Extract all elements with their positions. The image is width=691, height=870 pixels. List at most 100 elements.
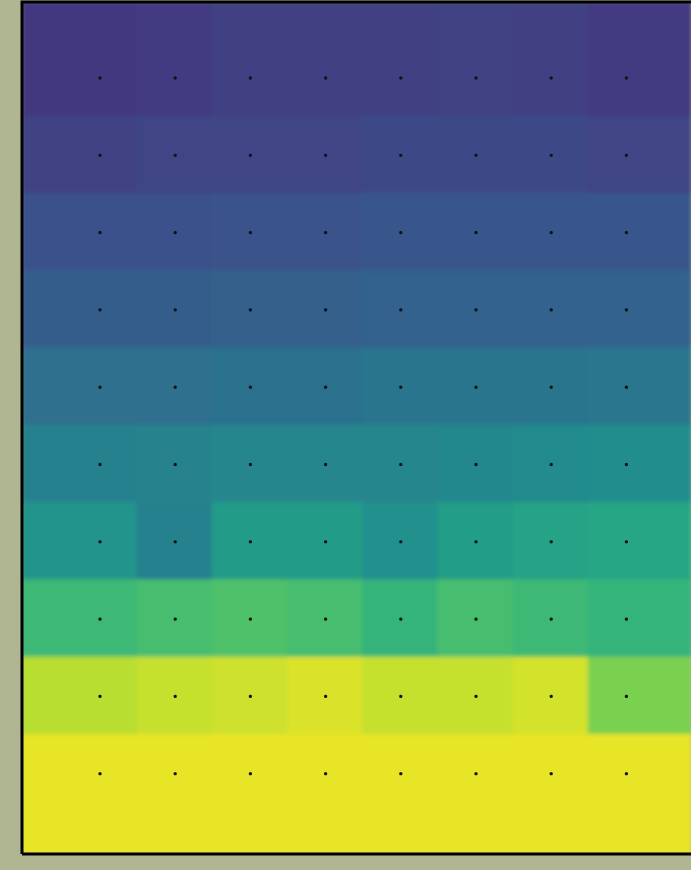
sample-point	[324, 153, 328, 157]
sample-point	[474, 76, 478, 80]
sample-point	[248, 694, 252, 699]
sample-point	[399, 385, 403, 389]
heatmap-cell	[287, 2, 365, 118]
sample-point	[474, 772, 478, 776]
sample-point	[98, 540, 102, 544]
heatmap-field	[22, 2, 691, 854]
sample-point	[549, 772, 553, 776]
sample-point	[549, 617, 553, 621]
sample-point	[549, 694, 553, 699]
sample-point	[474, 231, 478, 235]
heatmap-cell	[437, 2, 515, 118]
sample-point	[624, 76, 629, 80]
sample-point	[474, 462, 478, 467]
heatmap-cell	[22, 347, 139, 427]
heatmap-cell	[362, 734, 440, 854]
sample-point	[248, 385, 252, 389]
sample-point	[624, 308, 629, 312]
sample-point	[173, 385, 177, 389]
sample-point	[173, 153, 177, 157]
sample-point	[173, 694, 177, 699]
heatmap-cell	[587, 347, 691, 427]
sample-point	[474, 617, 478, 621]
heatmap-cell	[22, 192, 139, 273]
sample-point	[324, 694, 328, 699]
heatmap-cell	[22, 502, 139, 582]
sample-point	[324, 617, 328, 621]
sample-point	[624, 694, 629, 699]
sample-point	[324, 385, 328, 389]
heatmap-cell	[587, 192, 691, 273]
sample-point	[549, 540, 553, 544]
sample-point	[624, 462, 629, 467]
sample-point	[173, 231, 177, 235]
sample-point	[324, 231, 328, 235]
sample-point	[248, 617, 252, 621]
heatmap-cell	[211, 2, 289, 118]
sample-point	[248, 76, 252, 80]
sample-point	[399, 76, 403, 80]
heatmap-cell	[587, 502, 691, 582]
sample-point	[98, 694, 102, 699]
plot-frame	[20, 0, 691, 856]
sample-point	[399, 617, 403, 621]
sample-point	[399, 694, 403, 699]
sample-point	[474, 540, 478, 544]
sample-point	[549, 76, 553, 80]
heatmap-cell	[22, 579, 139, 659]
sample-point	[248, 153, 252, 157]
sample-point	[399, 462, 403, 467]
sample-point	[324, 772, 328, 776]
heatmap-cell	[587, 734, 691, 854]
sample-point	[98, 772, 102, 776]
heatmap-cell	[512, 2, 590, 118]
sample-point	[399, 772, 403, 776]
heatmap-cell	[22, 270, 139, 350]
sample-point	[248, 540, 252, 544]
sample-point	[98, 385, 102, 389]
sample-point	[248, 231, 252, 235]
sample-point	[624, 617, 629, 621]
heatmap-cell	[437, 734, 515, 854]
heatmap-cell	[587, 424, 691, 505]
sample-point	[474, 153, 478, 157]
sample-point	[248, 308, 252, 312]
sample-point	[399, 153, 403, 157]
sample-point	[399, 540, 403, 544]
sample-point	[624, 385, 629, 389]
heatmap-cell	[587, 656, 691, 737]
heatmap-cell	[512, 734, 590, 854]
sample-point	[173, 540, 177, 544]
sample-point	[324, 308, 328, 312]
sample-point	[474, 308, 478, 312]
heatmap-cell	[136, 2, 214, 118]
sample-point	[324, 540, 328, 544]
sample-point	[98, 76, 102, 80]
sample-point	[98, 153, 102, 157]
sample-point	[248, 772, 252, 776]
heatmap-cell	[22, 115, 139, 195]
heatmap-cell	[287, 734, 365, 854]
sample-point	[624, 772, 629, 776]
sample-point	[324, 76, 328, 80]
heatmap-cell	[22, 424, 139, 505]
sample-point	[624, 540, 629, 544]
heatmap-cell	[22, 656, 139, 737]
sample-point	[173, 462, 177, 467]
sample-point	[549, 231, 553, 235]
sample-point	[474, 385, 478, 389]
heatmap-cell	[362, 2, 440, 118]
sample-point	[98, 617, 102, 621]
sample-point	[173, 308, 177, 312]
sample-point	[549, 462, 553, 467]
sample-point	[248, 462, 252, 467]
sample-point	[549, 308, 553, 312]
heatmap-cell	[587, 2, 691, 118]
heatmap-cell	[587, 270, 691, 350]
sample-point	[98, 308, 102, 312]
sample-points	[98, 76, 629, 776]
heatmap-cell	[587, 115, 691, 195]
sample-point	[399, 231, 403, 235]
heatmap-cell	[211, 734, 289, 854]
